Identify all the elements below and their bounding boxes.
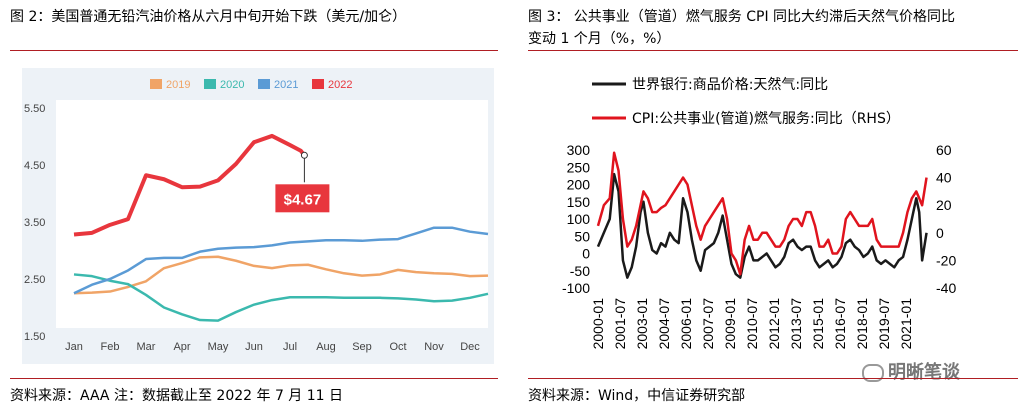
right-y-axis-labels: 60 40 20 0 -20 -40 [936, 142, 956, 296]
y-axis-labels: 5.50 4.50 3.50 2.50 1.50 [24, 103, 45, 343]
y-left-tick-label: 150 [567, 194, 591, 210]
y-right-tick-label: 40 [936, 170, 952, 186]
x-tick-label: 2018-01 [854, 298, 870, 350]
x-tick-label: Aug [316, 341, 336, 353]
y-tick-label: 4.50 [24, 160, 45, 172]
y-left-tick-label: 200 [567, 177, 591, 193]
x-tick-label: 2013-07 [788, 298, 804, 350]
annotation-box [273, 182, 332, 215]
legend-label-2020: 2020 [220, 79, 244, 91]
x-tick-label: 2000-01 [590, 298, 606, 350]
series-line-2021 [73, 226, 489, 295]
series-line-right [596, 151, 928, 276]
y-right-tick-label: -20 [936, 252, 956, 268]
x-tick-label: 2003-01 [634, 298, 650, 350]
y-right-tick-label: 60 [936, 142, 952, 158]
legend-swatch-2022 [312, 79, 324, 89]
right-title-rule [528, 50, 1018, 51]
annotation-label: $4.67 [284, 191, 322, 208]
x-tick-label: 2010-07 [744, 298, 760, 350]
left-title-rule [10, 50, 498, 51]
x-tick-label: Oct [389, 341, 406, 353]
x-axis-labels: 2000-01 2001-07 2003-01 2004-07 2006-01 2007-… [590, 298, 914, 350]
left-chart-title: 图 2：美国普通无铅汽油价格从六月中旬开始下跌（美元/加仑） [10, 9, 407, 25]
annotation-marker [300, 151, 308, 159]
x-tick-label: Feb [101, 341, 120, 353]
series-lines [596, 151, 928, 279]
x-tick-label: 2007-07 [700, 298, 716, 350]
x-tick-label: Dec [460, 341, 480, 353]
x-tick-label: 2021-01 [898, 298, 914, 350]
y-left-tick-label: 0 [582, 246, 590, 262]
y-tick-label: 2.50 [24, 274, 45, 286]
x-tick-label: 2004-07 [656, 298, 672, 350]
x-tick-label: Mar [137, 341, 156, 353]
y-left-tick-label: -100 [562, 280, 590, 296]
y-left-tick-label: 300 [567, 142, 591, 158]
x-tick-label: 2012-01 [766, 298, 782, 350]
x-tick-label: 2009-01 [722, 298, 738, 350]
y-tick-label: 3.50 [24, 217, 45, 229]
legend-label-2019: 2019 [166, 79, 190, 91]
y-left-tick-label: -50 [570, 263, 590, 279]
series-line-2020 [73, 273, 489, 322]
y-right-tick-label: -40 [936, 280, 956, 296]
price-annotation: $4.67 [273, 151, 332, 215]
x-tick-label: 2006-01 [678, 298, 694, 350]
y-right-tick-label: 0 [936, 225, 944, 241]
x-tick-label: Sep [352, 341, 372, 353]
left-source-note: 资料来源：AAA 注：数据截止至 2022 年 7 月 11 日 [10, 388, 344, 404]
y-right-tick-label: 20 [936, 197, 952, 213]
legend: 世界银行:商品价格:天然气:同比 CPI:公共事业(管道)燃气服务:同比（RHS） [592, 76, 900, 127]
x-tick-label: 2001-07 [612, 298, 628, 350]
y-tick-label: 1.50 [24, 331, 45, 343]
y-left-tick-label: 250 [567, 159, 591, 175]
x-tick-label: May [208, 341, 229, 353]
gasoline-price-chart: 2019 2020 2021 2022 5.50 4.50 3.50 2.50 1.50 Ja… [22, 68, 494, 364]
right-source-rule [528, 378, 1018, 379]
y-left-tick-label: 100 [567, 211, 591, 227]
legend-label-2021: 2021 [274, 79, 298, 91]
legend-label: CPI:公共事业(管道)燃气服务:同比（RHS） [632, 110, 900, 127]
legend-swatch-2020 [204, 79, 216, 89]
x-tick-label: Apr [173, 341, 190, 353]
y-left-tick-label: 50 [574, 228, 590, 244]
legend-swatch-2021 [258, 79, 270, 89]
right-source-note: 资料来源：Wind，中信证券研究部 [528, 388, 746, 404]
legend-label-2022: 2022 [328, 79, 352, 91]
x-tick-label: 2019-07 [876, 298, 892, 350]
left-source-rule [10, 378, 498, 379]
x-tick-label: Nov [424, 341, 444, 353]
x-axis-labels: Jan Feb Mar Apr May Jun Jul Aug Sep Oct Nov Dec [65, 341, 480, 353]
x-tick-label: 2015-01 [810, 298, 826, 350]
gas-cpi-chart: 世界银行:商品价格:天然气:同比 CPI:公共事业(管道)燃气服务:同比（RHS）… [562, 76, 956, 350]
x-tick-label: Jan [65, 341, 83, 353]
wechat-icon [862, 364, 884, 382]
y-tick-label: 5.50 [24, 103, 45, 115]
legend-label: 世界银行:商品价格:天然气:同比 [632, 76, 828, 93]
series-lines [73, 133, 489, 322]
right-chart-title-line1: 图 3： 公共事业（管道）燃气服务 CPI 同比大约滞后天然气价格同比 [528, 9, 956, 25]
right-chart-title-line2: 变动 1 个月（%，%） [528, 31, 671, 47]
series-line-2019 [73, 255, 489, 295]
legend-swatch-2019 [150, 79, 162, 89]
series-line-2022 [73, 133, 306, 237]
x-tick-label: Jul [283, 341, 297, 353]
x-tick-label: 2016-07 [832, 298, 848, 350]
watermark: 明晰笔谈 [862, 358, 960, 384]
series-line-left [596, 172, 928, 279]
x-tick-label: Jun [245, 341, 263, 353]
legend: 2019 2020 2021 2022 [150, 79, 352, 91]
